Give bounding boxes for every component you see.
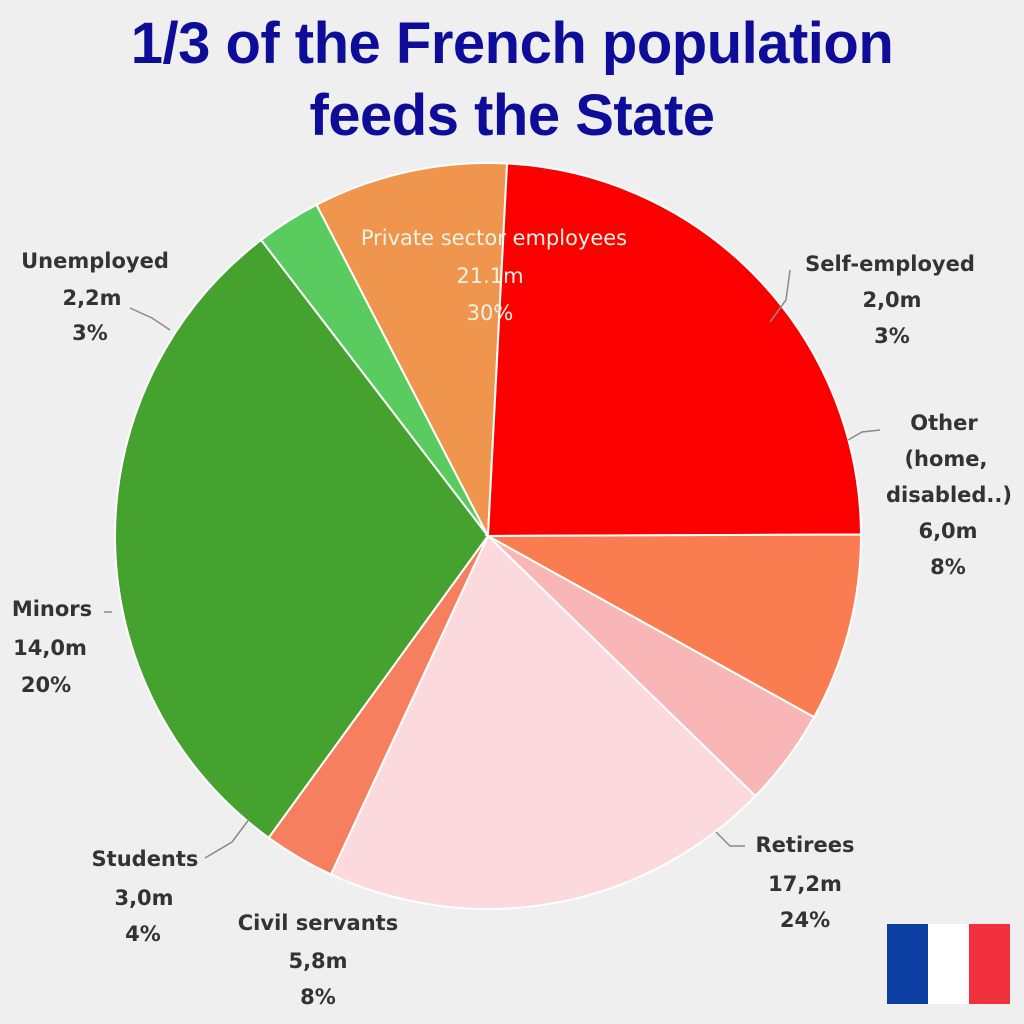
label-other-line3: disabled..) xyxy=(886,483,1012,507)
label-civil-servants-name: Civil servants xyxy=(238,911,398,935)
pie-slice-minors xyxy=(329,534,757,910)
pie-slice-civil-servants xyxy=(484,533,863,719)
label-unemployed-value: 2,2m xyxy=(62,286,121,310)
french-flag-icon xyxy=(887,924,1010,1004)
pie-slice-unemployed xyxy=(267,535,489,876)
pie-slice-private-sector-employees xyxy=(114,238,490,840)
label-self-employed-value: 2,0m xyxy=(862,288,921,312)
label-students-percent: 4% xyxy=(125,922,161,946)
label-retirees-percent: 24% xyxy=(780,908,830,932)
leader-line-self-employed xyxy=(769,269,791,323)
label-retirees-name: Retirees xyxy=(756,833,855,857)
label-private-sector-value: 21.1m xyxy=(456,264,523,288)
pie-slices xyxy=(114,162,863,910)
label-students-name: Students xyxy=(92,847,199,871)
label-other-line2: (home, xyxy=(904,447,987,471)
label-unemployed-percent: 3% xyxy=(72,321,108,345)
page-title-line1: 1/3 of the French population xyxy=(130,11,894,76)
flag-stripe-white xyxy=(928,924,969,1004)
page-title: 1/3 of the French population feeds the S… xyxy=(0,8,1024,152)
label-minors-percent: 20% xyxy=(21,673,71,697)
label-private-sector: Private sector employees 21.1m 30% xyxy=(361,226,627,325)
label-other-line1: Other xyxy=(910,411,978,435)
leader-lines xyxy=(104,269,881,859)
page-title-line2: feeds the State xyxy=(309,83,715,148)
label-private-sector-name: Private sector employees xyxy=(361,226,627,250)
label-students-value: 3,0m xyxy=(114,886,173,910)
pie-slice-retirees xyxy=(486,162,863,538)
label-unemployed-name: Unemployed xyxy=(21,249,169,273)
flag-stripe-blue xyxy=(887,924,928,1004)
label-self-employed-name: Self-employed xyxy=(805,252,975,276)
label-civil-servants-value: 5,8m xyxy=(288,949,347,973)
label-self-employed-percent: 3% xyxy=(874,324,910,348)
label-retirees-value: 17,2m xyxy=(768,872,842,896)
label-minors-value: 14,0m xyxy=(13,636,87,660)
label-other-value: 6,0m xyxy=(918,519,977,543)
pie-slice-other-home-disabled xyxy=(315,162,509,540)
leader-line-other xyxy=(847,429,881,441)
label-civil-servants-percent: 8% xyxy=(300,985,336,1009)
leader-line-students xyxy=(204,817,251,859)
leader-line-retirees xyxy=(715,831,745,847)
label-private-sector-percent: 30% xyxy=(467,301,514,325)
flag-stripe-red xyxy=(969,924,1010,1004)
leader-line-unemployed xyxy=(129,307,171,331)
label-other-percent: 8% xyxy=(930,555,966,579)
label-minors-name: Minors xyxy=(12,597,92,621)
